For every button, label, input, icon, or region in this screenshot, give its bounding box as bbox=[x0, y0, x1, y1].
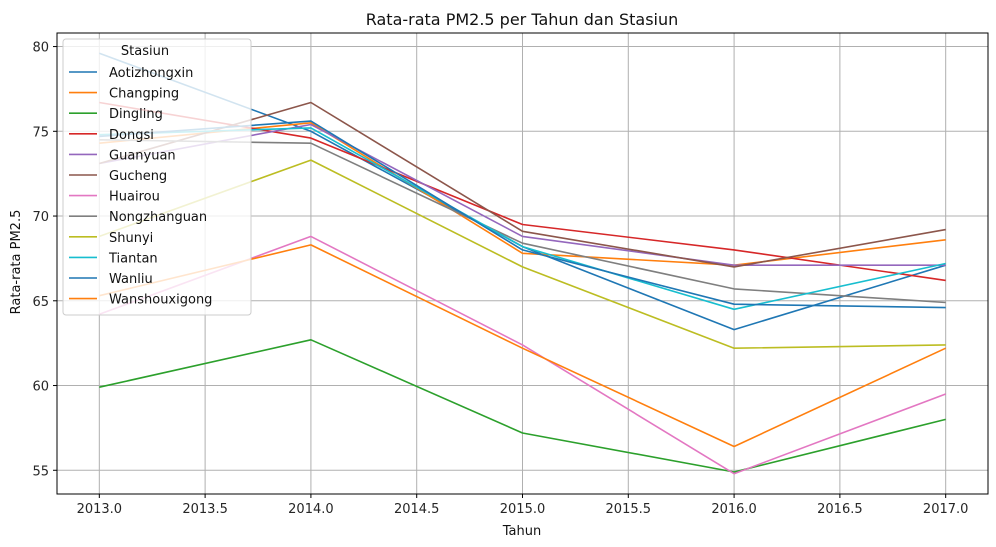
y-tick-label: 55 bbox=[32, 464, 49, 479]
legend-label: Dingling bbox=[109, 107, 163, 122]
y-axis-ticks: 55 60 65 70 75 80 bbox=[32, 41, 57, 479]
legend-label: Wanshouxigong bbox=[109, 293, 212, 308]
chart-title: Rata-rata PM2.5 per Tahun dan Stasiun bbox=[366, 10, 679, 29]
x-tick-label: 2014.5 bbox=[394, 502, 440, 517]
legend-entry: Guanyuan bbox=[69, 148, 176, 163]
x-tick-label: 2016.0 bbox=[711, 502, 757, 517]
legend-entry: Wanliu bbox=[69, 272, 153, 287]
legend-entry: Tiantan bbox=[69, 251, 158, 266]
x-axis-ticks: 2013.0 2013.5 2014.0 2014.5 2015.0 2015.5 2016… bbox=[77, 494, 969, 517]
y-tick-label: 65 bbox=[32, 295, 49, 310]
legend-title: Stasiun bbox=[121, 44, 169, 59]
legend-label: Shunyi bbox=[109, 231, 153, 246]
series-line-dingling bbox=[99, 338, 946, 473]
legend-entry: Shunyi bbox=[69, 231, 153, 246]
y-axis-label: Rata-rata PM2.5 bbox=[9, 210, 24, 315]
legend-label: Dongsi bbox=[109, 128, 154, 143]
x-tick-label: 2015.0 bbox=[500, 502, 546, 517]
y-tick-label: 70 bbox=[32, 210, 49, 225]
legend-label: Huairou bbox=[109, 190, 160, 205]
legend-entry: Huairou bbox=[69, 190, 160, 205]
legend-entry: Changping bbox=[69, 87, 179, 102]
legend: Stasiun Aotizhongxin Changping Dingling Don… bbox=[62, 38, 252, 316]
legend-entry: Dingling bbox=[69, 107, 163, 122]
x-tick-label: 2013.5 bbox=[182, 502, 228, 517]
legend-label: Aotizhongxin bbox=[109, 66, 193, 81]
legend-label: Nongzhanguan bbox=[109, 210, 207, 225]
x-tick-label: 2016.5 bbox=[817, 502, 863, 517]
x-tick-label: 2015.5 bbox=[606, 502, 652, 517]
legend-entry: Aotizhongxin bbox=[69, 66, 193, 81]
legend-label: Tiantan bbox=[108, 251, 158, 266]
y-tick-label: 75 bbox=[32, 125, 49, 140]
legend-entry: Dongsi bbox=[69, 128, 154, 143]
x-tick-label: 2017.0 bbox=[923, 502, 969, 517]
y-tick-label: 60 bbox=[32, 380, 49, 395]
legend-entry: Wanshouxigong bbox=[69, 293, 212, 308]
legend-entry: Nongzhanguan bbox=[69, 210, 207, 225]
legend-label: Guanyuan bbox=[109, 148, 176, 163]
x-tick-label: 2013.0 bbox=[77, 502, 123, 517]
legend-label: Gucheng bbox=[109, 169, 167, 184]
legend-label: Wanliu bbox=[109, 272, 153, 287]
legend-label: Changping bbox=[109, 87, 179, 102]
x-axis-label: Tahun bbox=[502, 524, 541, 539]
legend-box bbox=[62, 38, 252, 316]
y-tick-label: 80 bbox=[32, 41, 49, 56]
legend-entry: Gucheng bbox=[69, 169, 167, 184]
gridlines bbox=[57, 33, 988, 494]
x-tick-label: 2014.0 bbox=[288, 502, 334, 517]
